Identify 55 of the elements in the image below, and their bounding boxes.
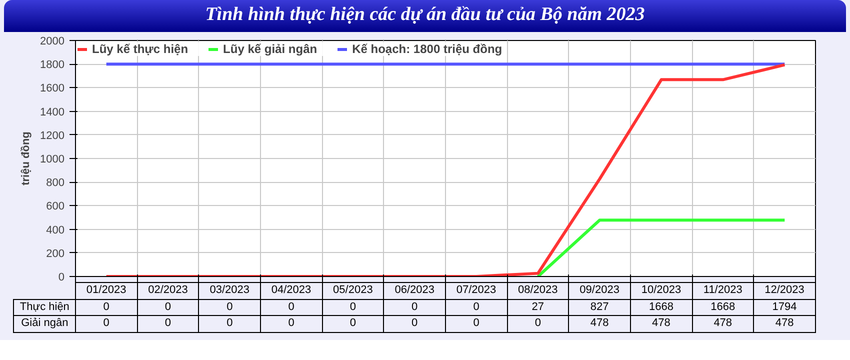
data-label: 1794 [754,299,816,316]
x-tick-label: 07/2023 [445,282,508,300]
y-tick-label: 1000 [40,154,65,166]
data-label: 478 [568,316,630,333]
x-tick-label: 06/2023 [384,282,446,300]
text: 0 [164,317,172,330]
y-tick-label: 0 [58,272,65,284]
legend-label: Lũy kế giải ngân [223,42,318,56]
legend-label: Kế hoạch: 1800 triệu đồng [352,42,502,56]
y-tick-label: 800 [46,177,65,190]
x-tick-label: 09/2023 [568,282,630,300]
legend-label: Lũy kế thực hiện [92,42,188,56]
text: 0 [473,317,480,330]
text: Thực hiện [14,299,76,316]
chart-title: Tình hình thực hiện các dự án đầu tư của Bộ năm 2023 [205,3,645,27]
text: 0 [288,317,294,330]
data-label: 0 [322,299,384,316]
data-label: 27 [507,299,569,316]
y-tick-label: 600 [46,200,65,213]
x-tick-label: 03/2023 [198,282,260,300]
x-tick-label: 01/2023 [75,282,138,300]
y-axis-title: triệu đồng [20,132,32,186]
data-label: 0 [507,316,569,333]
text: Giải ngân [14,316,76,333]
x-tick-label: 10/2023 [630,282,692,300]
data-label: 0 [137,299,199,316]
data-label: 0 [75,299,138,316]
y-tick-label: 2000 [40,36,65,48]
data-label: 0 [384,299,446,316]
x-tick-label: 02/2023 [137,282,199,300]
data-label: 478 [754,316,816,333]
data-label: 0 [198,299,260,316]
x-tick-label: 05/2023 [322,282,384,300]
text: 0 [103,317,110,330]
x-tick-label: 04/2023 [260,282,322,300]
y-tick-label: 400 [46,224,65,236]
text: 0 [412,317,418,330]
data-label: 478 [692,316,754,333]
y-tick-label: 200 [46,248,65,260]
data-label: 0 [260,299,322,316]
data-label: 0 [445,299,508,316]
x-tick-label: 08/2023 [507,282,569,300]
data-label: 827 [568,299,630,316]
line-series [104,63,786,276]
y-tick-label: 1200 [40,130,65,142]
data-label: 1668 [692,299,754,316]
data-label: 478 [630,316,692,333]
y-tick-label: 1600 [40,82,65,95]
y-tick-label: 1400 [40,106,65,118]
x-tick-label: 11/2023 [692,282,754,300]
y-tick-label: 1800 [40,59,65,72]
text: 0 [350,317,356,330]
text: 0 [226,317,233,330]
x-tick-label: 12/2023 [754,282,816,300]
data-label: 1668 [630,299,692,316]
